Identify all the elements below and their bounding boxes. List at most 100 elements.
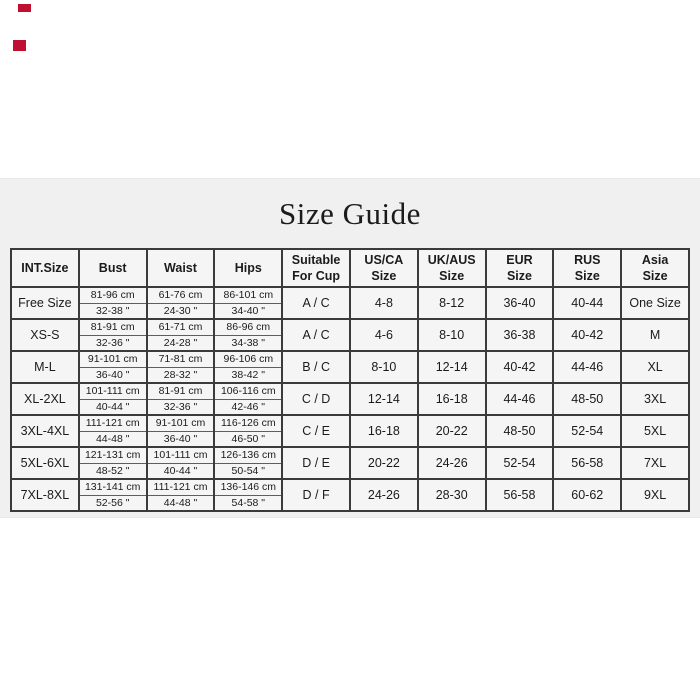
table-subrow: 40-44 " 32-36 " 42-46 " [11,398,689,416]
cell-int-size: 7XL-8XL [10,478,80,512]
cell-waist-cm: 61-76 cm [145,286,216,304]
cell-waist-in: 36-40 " [145,430,216,448]
cell-bust-cm: 121-131 cm [77,446,148,464]
cell-us-size: 12-14 [348,382,419,416]
cell-cup: C / D [281,382,351,416]
cell-waist-in: 24-28 " [145,334,216,352]
col-header-hips: Hips [213,248,284,288]
col-header-eur: EUR Size [484,248,555,288]
cell-hips-cm: 86-96 cm [213,318,284,336]
cell-bust-cm: 81-91 cm [77,318,148,336]
cell-hips-cm: 116-126 cm [213,414,284,432]
table-row: 5XL-6XL 121-131 cm 101-111 cm 126-136 cm… [10,446,690,480]
cell-hips-in: 42-46 " [213,398,284,416]
cell-int-size: Free Size [10,286,80,320]
cell-bust-in: 32-38 " [77,302,148,320]
cell-waist-cm: 91-101 cm [145,414,216,432]
cell-asia-size: M [620,318,690,352]
cell-uk-size: 24-26 [416,446,487,480]
cell-int-size: M-L [10,350,80,384]
cell-rus-size: 40-42 [552,318,623,352]
table-row: 3XL-4XL 111-121 cm 91-101 cm 116-126 cm … [10,414,690,448]
table-subrow: 36-40 " 28-32 " 38-42 " [11,366,689,384]
cell-bust-in: 32-36 " [77,334,148,352]
cell-waist-in: 32-36 " [145,398,216,416]
cell-bust-in: 40-44 " [77,398,148,416]
cell-cup: C / E [281,414,351,448]
title-area: Size Guide [0,179,700,248]
page-title: Size Guide [279,195,421,231]
table-subrow: 48-52 " 40-44 " 50-54 " [11,462,689,480]
cell-asia-size: 7XL [620,446,690,480]
cell-int-size: XS-S [10,318,80,352]
cell-asia-size: 9XL [620,478,690,512]
cell-waist-in: 28-32 " [145,366,216,384]
table-row: 7XL-8XL 131-141 cm 111-121 cm 136-146 cm… [10,478,690,512]
cell-waist-cm: 101-111 cm [145,446,216,464]
cell-eur-size: 44-46 [484,382,555,416]
col-header-waist: Waist [145,248,216,288]
cell-hips-cm: 136-146 cm [213,478,284,496]
red-mark [13,40,26,51]
cell-int-size: XL-2XL [10,382,80,416]
cell-uk-size: 8-12 [416,286,487,320]
col-header-bust: Bust [77,248,148,288]
cell-bust-in: 48-52 " [77,462,148,480]
cell-rus-size: 48-50 [552,382,623,416]
header-row: INT.Size Bust Waist Hips Suitable For Cu… [10,248,690,288]
cell-cup: A / C [281,286,351,320]
cell-eur-size: 52-54 [484,446,555,480]
cell-cup: D / F [281,478,351,512]
cell-bust-in: 44-48 " [77,430,148,448]
size-guide-table: INT.Size Bust Waist Hips Suitable For Cu… [10,248,690,512]
cell-eur-size: 36-40 [484,286,555,320]
cell-bust-cm: 111-121 cm [77,414,148,432]
cell-hips-in: 54-58 " [213,494,284,512]
col-header-uk-aus: UK/AUS Size [416,248,487,288]
col-header-asia: Asia Size [620,248,690,288]
cell-rus-size: 60-62 [552,478,623,512]
cell-rus-size: 52-54 [552,414,623,448]
table-subrow: 44-48 " 36-40 " 46-50 " [11,430,689,448]
cell-hips-cm: 106-116 cm [213,382,284,400]
cell-hips-in: 50-54 " [213,462,284,480]
cell-bust-in: 52-56 " [77,494,148,512]
cell-asia-size: 3XL [620,382,690,416]
cell-us-size: 20-22 [348,446,419,480]
cell-uk-size: 12-14 [416,350,487,384]
cell-hips-cm: 96-106 cm [213,350,284,368]
cell-hips-in: 34-38 " [213,334,284,352]
cell-asia-size: XL [620,350,690,384]
cell-eur-size: 48-50 [484,414,555,448]
col-header-cup: Suitable For Cup [281,248,351,288]
cell-waist-in: 40-44 " [145,462,216,480]
cell-us-size: 4-8 [348,286,419,320]
table-row: M-L 91-101 cm 71-81 cm 96-106 cm B / C 8… [10,350,690,384]
cell-hips-cm: 86-101 cm [213,286,284,304]
col-header-rus: RUS Size [552,248,623,288]
cell-int-size: 5XL-6XL [10,446,80,480]
table-row: XL-2XL 101-111 cm 81-91 cm 106-116 cm C … [10,382,690,416]
cell-bust-in: 36-40 " [77,366,148,384]
cell-eur-size: 40-42 [484,350,555,384]
cell-hips-in: 34-40 " [213,302,284,320]
table-row: XS-S 81-91 cm 61-71 cm 86-96 cm A / C 4-… [10,318,690,352]
cell-uk-size: 16-18 [416,382,487,416]
red-mark [18,4,31,12]
cell-waist-in: 44-48 " [145,494,216,512]
table-subrow: 32-38 " 24-30 " 34-40 " [11,302,689,320]
cell-bust-cm: 91-101 cm [77,350,148,368]
cell-us-size: 4-6 [348,318,419,352]
cell-rus-size: 44-46 [552,350,623,384]
cell-waist-cm: 111-121 cm [145,478,216,496]
cell-uk-size: 20-22 [416,414,487,448]
cell-cup: B / C [281,350,351,384]
cell-hips-in: 46-50 " [213,430,284,448]
col-header-us-ca: US/CA Size [348,248,419,288]
cell-waist-cm: 61-71 cm [145,318,216,336]
cell-bust-cm: 81-96 cm [77,286,148,304]
cell-cup: D / E [281,446,351,480]
cell-eur-size: 56-58 [484,478,555,512]
cell-uk-size: 28-30 [416,478,487,512]
cell-hips-cm: 126-136 cm [213,446,284,464]
